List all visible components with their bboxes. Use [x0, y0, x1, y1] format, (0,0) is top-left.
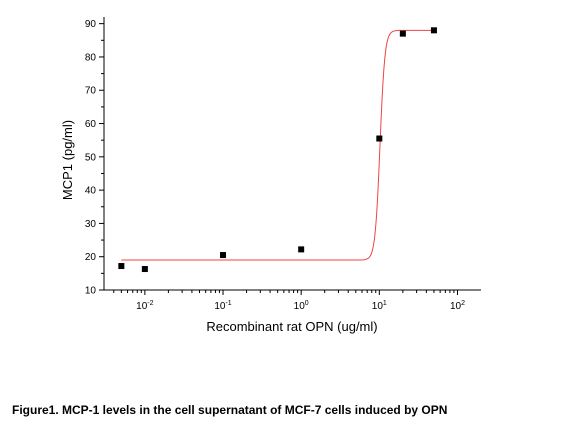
x-tick-label: 10-2: [136, 300, 153, 312]
chart: 10 20 30 40 50 60 70 80 90 10-2 10-1 100 101 102 Reco…: [60, 17, 481, 334]
y-tick-label: 60: [85, 119, 97, 130]
data-point: [376, 135, 383, 142]
y-tick-label: 30: [85, 219, 97, 230]
fit-curve-layer: [121, 29, 434, 261]
x-tick-label: 10-1: [214, 300, 231, 312]
fit-curve: [121, 29, 434, 261]
y-tick-label: 70: [85, 86, 97, 97]
data-point: [298, 246, 305, 253]
y-axis-title: MCP1 (pg/ml): [60, 120, 75, 200]
y-tick-label: 20: [85, 252, 97, 263]
x-tick-label: 100: [294, 300, 309, 312]
data-point: [220, 252, 227, 259]
axes: 10 20 30 40 50 60 70 80 90 10-2 10-1 100 101 102: [85, 17, 481, 312]
data-point: [118, 263, 125, 270]
x-axis-title: Recombinant rat OPN (ug/ml): [206, 319, 377, 334]
data-point: [141, 266, 148, 273]
y-tick-label: 40: [85, 186, 97, 197]
x-tick-label: 102: [450, 300, 465, 312]
data-points-layer: [118, 27, 437, 273]
y-tick-label: 80: [85, 52, 97, 63]
data-point: [430, 27, 437, 34]
x-tick-label: 101: [372, 300, 387, 312]
y-tick-label: 90: [85, 19, 97, 30]
data-point: [399, 30, 406, 37]
y-tick-label: 10: [85, 286, 97, 297]
y-tick-label: 50: [85, 152, 97, 163]
figure-caption: Figure1. MCP-1 levels in the cell supern…: [12, 403, 448, 417]
